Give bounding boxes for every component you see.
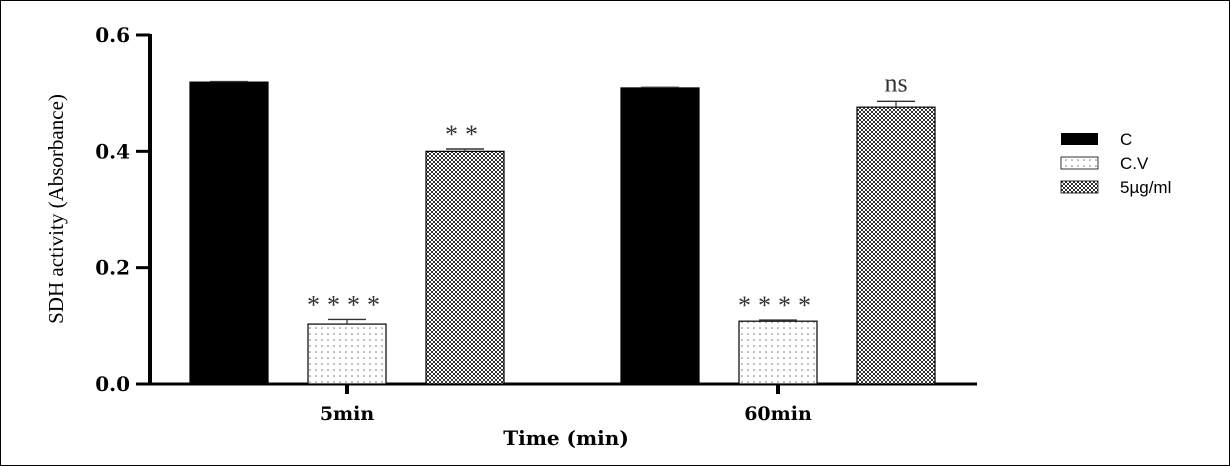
bar (307, 323, 387, 385)
y-tick-label: 0.0 (95, 372, 130, 396)
x-axis-label: Time (min) (503, 426, 629, 450)
significance-label: ns (884, 68, 907, 97)
x-tick-label: 60min (744, 403, 812, 425)
legend-label: C (1120, 130, 1132, 149)
significance-label: ** (445, 120, 485, 149)
y-tick-label: 0.6 (95, 23, 130, 47)
bar (620, 87, 700, 385)
legend-swatch (1061, 133, 1098, 145)
legend-swatch (1060, 180, 1099, 194)
bar (856, 106, 936, 385)
y-tick-label: 0.4 (95, 139, 130, 163)
y-tick-label: 0.2 (95, 256, 130, 280)
legend: C C.V 5µg/ml (1060, 130, 1171, 197)
y-axis-label: SDH activity (Absorbance) (44, 94, 68, 324)
bars: **** ******ns (189, 68, 936, 385)
legend-label: C.V (1120, 154, 1149, 173)
legend-swatch (1060, 156, 1099, 170)
legend-label: 5µg/ml (1120, 178, 1171, 197)
bar (738, 320, 818, 385)
bar (425, 150, 505, 385)
significance-label: **** (307, 290, 387, 319)
axes: 0.0 0.2 0.4 0.6 5min 60min (95, 23, 977, 425)
x-tick-label: 5min (320, 403, 375, 425)
significance-label: **** (738, 291, 818, 320)
bar (189, 81, 269, 385)
